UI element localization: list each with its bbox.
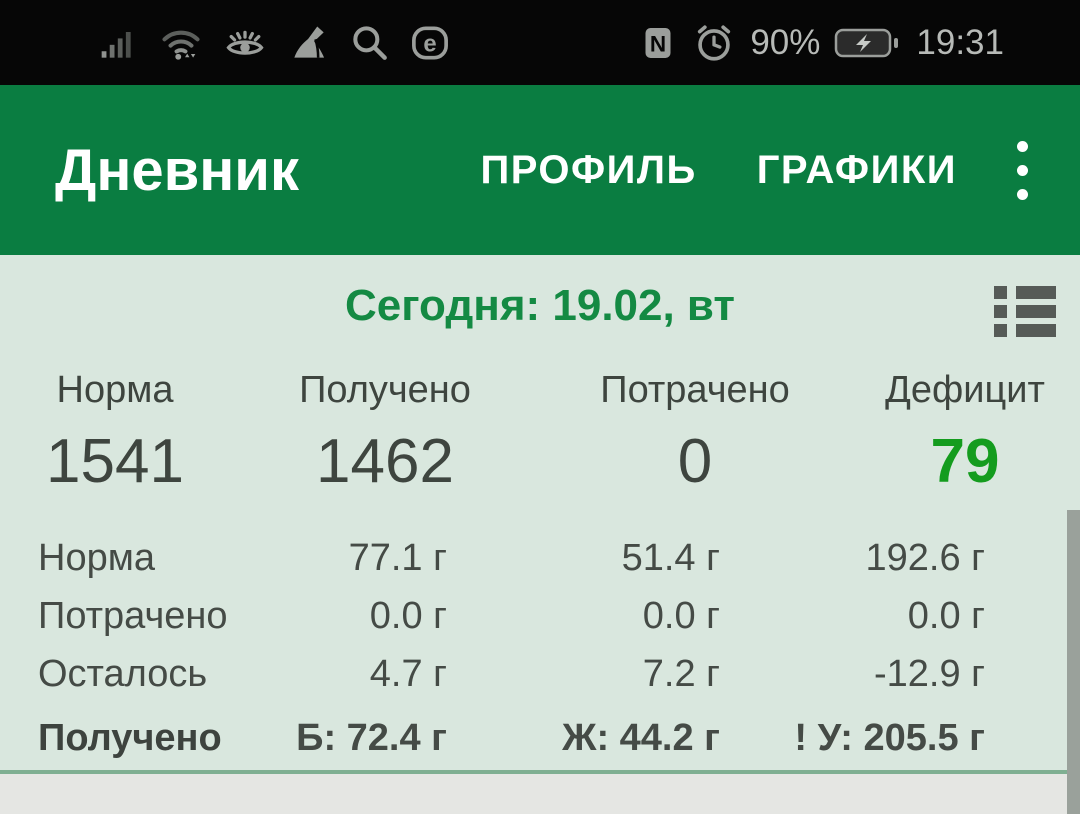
overflow-menu-icon[interactable] [1007,131,1038,210]
summary-value-deficit: 79 [930,427,1000,496]
wifi-icon [162,30,200,60]
macro-norm-carbs: 192.6 г [865,537,985,579]
summary-label: Потрачено [600,369,790,411]
next-section-background [0,774,1080,814]
macro-spent-fat: 0.0 г [642,595,720,637]
android-status-bar: e N 90% 19:31 [0,0,1080,85]
macro-left-protein: 4.7 г [369,653,447,695]
search-icon [353,25,387,60]
macro-spent-protein: 0.0 г [369,595,447,637]
summary-label: Норма [56,369,174,411]
summary-col-norm: Норма 1541 [0,369,230,497]
received-fat: Ж: 44.2 г [562,717,720,759]
summary-col-deficit: Дефицит 79 [850,369,1080,497]
cleaner-broom-icon [294,26,325,58]
nfc-icon: N [645,27,671,58]
summary-col-received: Получено 1462 [230,369,540,497]
summary-label: Дефицит [885,369,1045,411]
date-header-row: Сегодня: 19.02, вт [0,255,1080,337]
list-view-icon[interactable] [994,285,1056,337]
received-carbs: ! У: 205.5 г [794,717,985,759]
svg-text:e: e [423,30,436,57]
summary-value-norm: 1541 [46,427,184,496]
status-icons-right: N 90% 19:31 [638,21,1004,65]
macro-row-label: Потрачено [38,595,228,637]
card-divider [0,770,1080,774]
macro-row-label: Осталось [38,653,208,695]
toolbar-menu: ПРОФИЛЬ ГРАФИКИ [480,148,957,193]
macro-left-carbs: -12.9 г [873,653,985,695]
summary-label: Получено [299,369,471,411]
macros-table: Норма 77.1 г 51.4 г 192.6 г Потрачено 0.… [0,529,1080,703]
received-protein: Б: 72.4 г [296,717,447,759]
signal-strength-icon [101,31,131,58]
date-header: Сегодня: 19.02, вт [345,281,735,330]
battery-percent: 90% [750,22,821,62]
svg-text:N: N [650,31,666,56]
alarm-clock-icon [698,24,731,61]
calorie-summary: Норма 1541 Получено 1462 Потрачено 0 Деф… [0,369,1080,497]
macro-row-label: Норма [38,537,155,579]
summary-value-spent: 0 [677,427,713,496]
menu-item-profile[interactable]: ПРОФИЛЬ [480,147,697,192]
page-title: Дневник [55,137,299,203]
macro-norm-protein: 77.1 г [348,537,447,579]
received-row-label: Получено [38,717,222,759]
status-icons-left: e [98,21,452,65]
scrollbar-thumb[interactable] [1067,510,1080,814]
app-toolbar: Дневник ПРОФИЛЬ ГРАФИКИ [0,85,1080,255]
menu-item-charts[interactable]: ГРАФИКИ [756,147,957,192]
macro-norm-fat: 51.4 г [621,537,720,579]
macros-received-row: Получено Б: 72.4 г Ж: 44.2 г ! У: 205.5 … [0,709,1080,767]
diary-day-card: Сегодня: 19.02, вт Норма 1541 Получено 1… [0,255,1080,774]
battery-charging-icon [835,28,899,57]
clock-time: 19:31 [916,22,1004,62]
eye-protection-icon [226,30,264,55]
macro-left-fat: 7.2 г [642,653,720,695]
macro-spent-carbs: 0.0 г [907,595,985,637]
summary-value-received: 1462 [316,427,454,496]
eset-app-icon: e [412,26,448,59]
summary-col-spent: Потрачено 0 [540,369,850,497]
